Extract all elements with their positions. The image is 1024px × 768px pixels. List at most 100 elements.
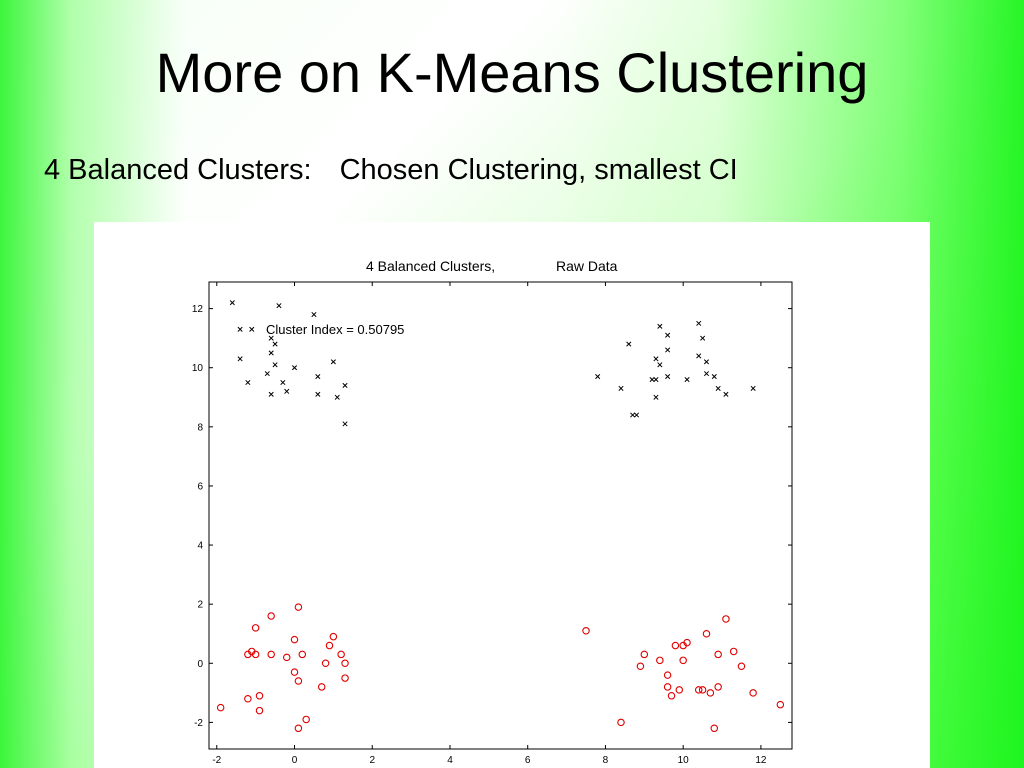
data-point-x [284, 388, 290, 394]
data-point-circle [294, 603, 303, 611]
data-point-circle [216, 703, 225, 712]
data-point-x [703, 359, 710, 365]
data-point-x [342, 382, 348, 389]
data-point-x [723, 391, 729, 397]
data-point-x [665, 332, 671, 338]
data-point-x [750, 385, 756, 391]
data-point-circle [267, 612, 275, 620]
data-point-circle [341, 674, 349, 682]
data-point-circle [656, 656, 664, 665]
y-tick-label: 0 [197, 659, 203, 670]
data-point-x [334, 394, 340, 400]
data-point-circle [255, 706, 264, 715]
data-point-circle [706, 689, 715, 697]
data-point-x [276, 303, 282, 309]
subtitle-right: Chosen Clustering, smallest CI [339, 154, 738, 186]
data-points [216, 300, 785, 733]
data-point-circle [694, 686, 703, 694]
y-tick-label: -2 [194, 718, 203, 729]
data-point-circle [640, 650, 649, 659]
data-point-x [653, 394, 659, 400]
data-point-circle [710, 724, 719, 733]
data-point-x [268, 335, 274, 341]
data-point-x [315, 391, 321, 397]
chart-title-right: Raw Data [556, 258, 618, 274]
data-point-x [649, 376, 655, 383]
data-point-circle [255, 692, 264, 700]
data-point-circle [714, 683, 722, 691]
data-point-circle [251, 650, 260, 659]
data-point-circle [290, 668, 299, 676]
slide-title: More on K-Means Clustering [155, 41, 869, 104]
data-point-x [268, 391, 274, 397]
data-point-x [715, 385, 721, 391]
x-tick-label: 6 [525, 755, 531, 766]
data-point-circle [329, 632, 338, 641]
data-point-circle [298, 650, 307, 659]
data-point-x [342, 421, 348, 427]
data-point-circle [714, 650, 722, 659]
axis-ticks: -2 0 2 4 6 8 10 12 -2 0 2 4 6 8 10 12 [192, 282, 792, 766]
data-point-x [657, 323, 663, 329]
x-tick-label: 10 [678, 755, 690, 766]
scatter-chart: 4 Balanced Clusters, Raw Data -2 0 2 4 6 8 10 1… [192, 258, 793, 766]
data-point-x [696, 353, 702, 359]
y-tick-label: 8 [197, 422, 203, 433]
data-point-circle [663, 683, 672, 691]
subtitle-left: 4 Balanced Clusters: [44, 154, 312, 186]
data-point-x [657, 362, 663, 368]
chart-title: 4 Balanced Clusters, Raw Data [366, 258, 618, 274]
data-point-x [249, 326, 255, 332]
data-point-circle [302, 715, 310, 724]
y-tick-label: 12 [192, 304, 204, 315]
data-point-x [595, 374, 601, 380]
data-point-x [280, 379, 286, 386]
data-point-circle [341, 659, 349, 668]
cluster-index-annotation: Cluster Index = 0.50795 [266, 322, 404, 337]
data-point-x [665, 347, 671, 353]
data-point-circle [617, 718, 625, 727]
data-point-x [711, 374, 717, 380]
x-tick-label: 8 [603, 755, 609, 766]
plot-axes-frame [208, 281, 793, 750]
data-point-circle [737, 662, 746, 670]
data-point-circle [749, 689, 757, 697]
data-point-x [703, 371, 710, 377]
data-point-x [633, 412, 640, 418]
data-point-circle [729, 647, 738, 656]
y-tick-label: 6 [197, 481, 203, 492]
data-point-circle [317, 683, 326, 691]
data-point-circle [636, 662, 645, 670]
chart-title-left: 4 Balanced Clusters, [366, 258, 495, 274]
data-point-circle [582, 627, 590, 635]
data-point-circle [325, 641, 334, 650]
data-point-x [229, 300, 235, 306]
data-point-x [618, 385, 624, 391]
data-point-x [684, 376, 690, 383]
y-tick-label: 4 [197, 541, 203, 552]
y-tick-label: 10 [192, 363, 204, 374]
data-point-circle [321, 659, 330, 668]
x-tick-label: 12 [755, 755, 767, 766]
slide-subtitle: 4 Balanced Clusters: Chosen Clustering, s… [44, 154, 738, 187]
y-tick-label: 2 [197, 600, 203, 611]
data-point-circle [294, 724, 303, 733]
data-point-x [311, 311, 317, 318]
data-point-circle [244, 650, 252, 659]
data-point-circle [776, 700, 785, 709]
data-point-circle [667, 692, 676, 700]
data-point-x [630, 412, 636, 418]
data-point-circle [702, 629, 711, 638]
data-point-x [272, 341, 278, 347]
data-point-circle [722, 615, 730, 623]
data-point-x [653, 356, 659, 362]
data-point-x [237, 356, 243, 362]
data-point-x [315, 374, 321, 380]
data-point-circle [267, 650, 275, 659]
x-tick-label: 4 [447, 755, 453, 766]
data-point-x [268, 350, 274, 356]
data-point-circle [671, 641, 680, 650]
data-point-circle [290, 635, 299, 644]
data-point-x [665, 374, 671, 380]
data-point-circle [337, 650, 345, 659]
